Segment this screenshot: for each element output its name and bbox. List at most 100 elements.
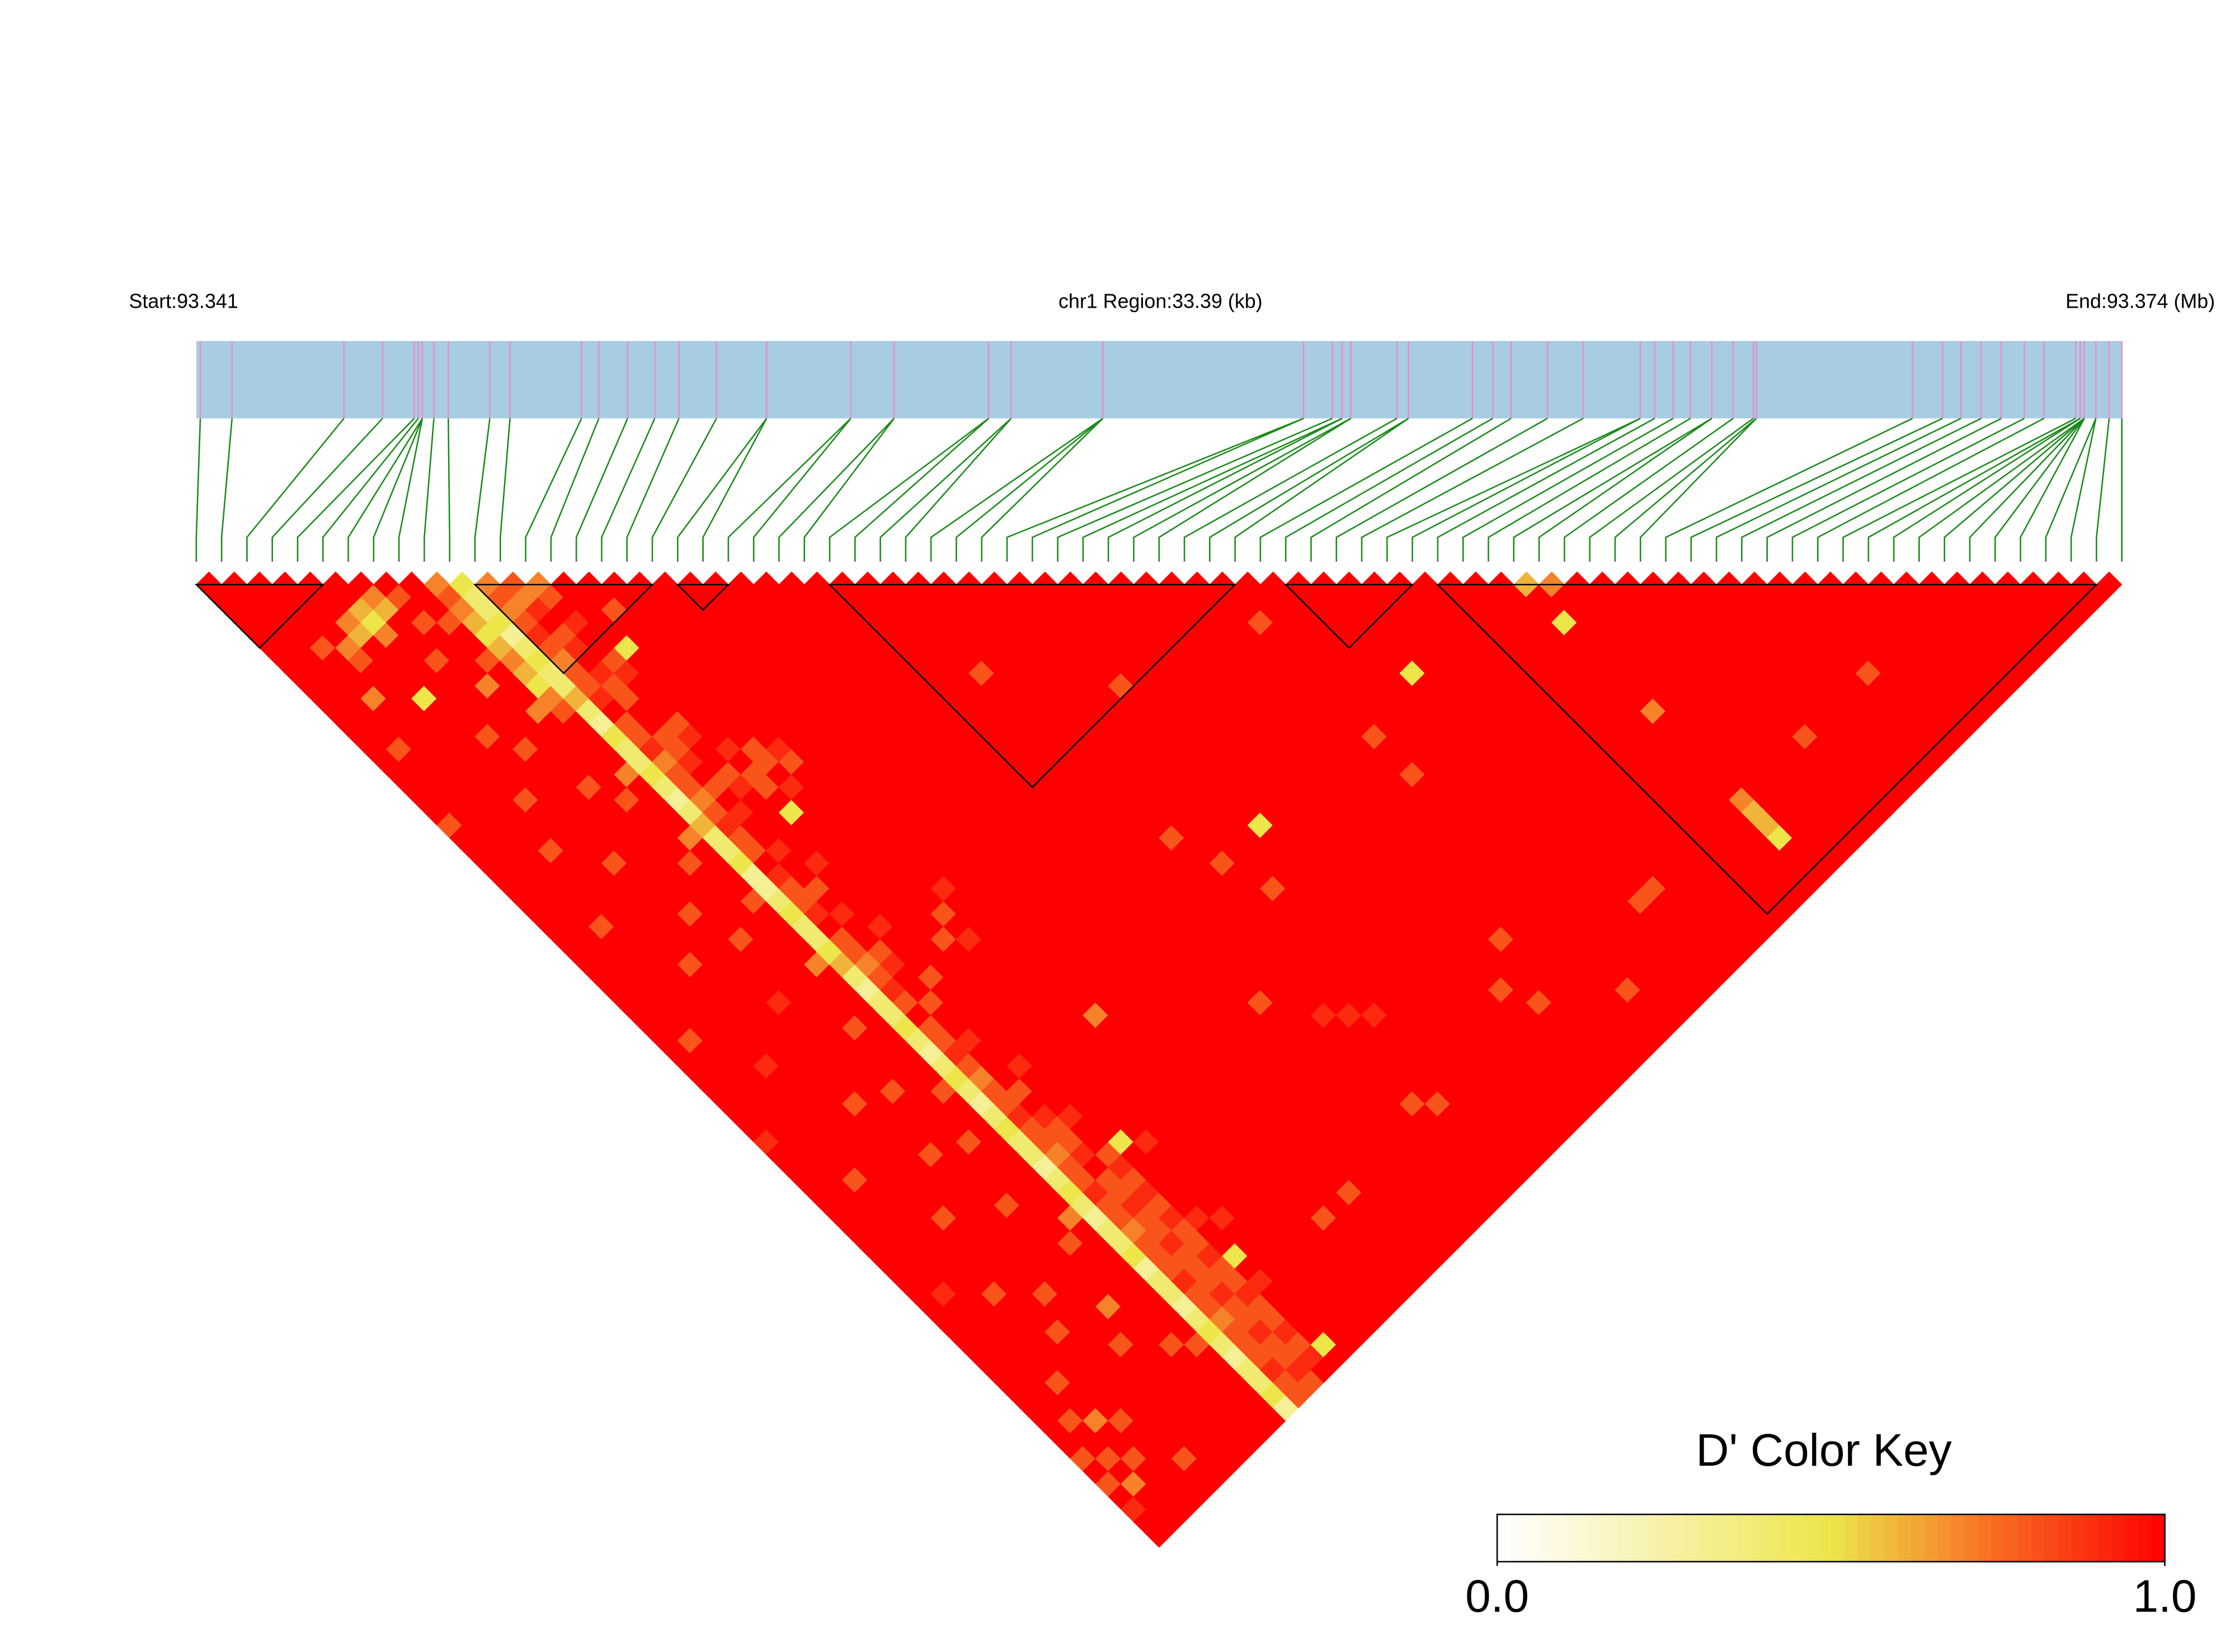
key-swatch: [1937, 1514, 1952, 1562]
snp-connector: [1488, 417, 1691, 562]
ld-block: [1284, 583, 1414, 649]
key-swatch: [1831, 1514, 1845, 1562]
snp-connector: [1335, 417, 1548, 562]
key-swatch: [2017, 1514, 2032, 1562]
snp-connector: [1082, 417, 1343, 562]
snp-connector: [2045, 418, 2097, 562]
key-swatch: [1764, 1514, 1778, 1562]
key-swatch: [2071, 1514, 2086, 1562]
snp-connector: [677, 418, 768, 562]
key-swatch: [1844, 1514, 1858, 1562]
snp-connector: [702, 418, 768, 562]
key-swatch: [1523, 1514, 1538, 1562]
snp-connector: [1994, 418, 2085, 562]
snp-connector: [727, 418, 851, 562]
snp-connector: [651, 418, 717, 562]
key-swatch: [1737, 1514, 1752, 1562]
snp-connector: [271, 418, 383, 562]
snp-connector: [1032, 417, 1304, 562]
ld-block: [676, 583, 730, 611]
key-swatch: [1537, 1514, 1551, 1562]
key-swatch: [1564, 1514, 1578, 1562]
snp-connector: [1564, 417, 1734, 562]
snp-connector: [1006, 417, 1304, 562]
snp-connector: [1741, 417, 1982, 562]
snp-connector: [1817, 417, 2045, 562]
snp-connector: [626, 418, 680, 562]
ld-block: [194, 583, 325, 649]
key-swatch: [1857, 1514, 1872, 1562]
snp-connector: [1614, 417, 1757, 562]
key-swatch: [1751, 1514, 1765, 1562]
snp-connector: [1057, 417, 1333, 562]
key-swatch: [2151, 1514, 2166, 1562]
ld-cells: [196, 571, 2123, 1548]
key-swatch: [1884, 1514, 1899, 1562]
ld-block: [1436, 583, 2098, 915]
key-swatch: [2098, 1514, 2112, 1562]
snp-connector: [1918, 417, 2085, 562]
key-swatch: [1511, 1514, 1525, 1562]
snp-connector: [1893, 417, 2081, 562]
snp-connector: [500, 418, 511, 562]
snp-connector: [575, 418, 629, 562]
key-swatch: [1991, 1514, 2006, 1562]
key-swatch: [2124, 1514, 2139, 1562]
key-swatch: [1591, 1514, 1605, 1562]
key-swatch: [1617, 1514, 1632, 1562]
header: Start:93.341 chr1 Region:33.39 (kb) End:…: [129, 290, 2215, 313]
snp-connector: [1284, 417, 1493, 562]
key-swatch: [1978, 1514, 1992, 1562]
key-swatch: [1777, 1514, 1792, 1562]
snp-connector: [1538, 417, 1712, 562]
snp-connector: [1310, 417, 1512, 562]
snp-connector: [1411, 417, 1641, 562]
key-swatch: [2058, 1514, 2072, 1562]
key-swatch: [1724, 1514, 1739, 1562]
key-swatch: [1684, 1514, 1698, 1562]
snp-connector: [1944, 417, 2085, 562]
snp-connector: [601, 418, 656, 562]
key-swatch: [1497, 1514, 1512, 1562]
ld-block: [827, 583, 1237, 789]
key-swatch: [2138, 1514, 2152, 1562]
key-swatch: [1671, 1514, 1685, 1562]
key-swatch: [1924, 1514, 1939, 1562]
key-swatch: [1604, 1514, 1618, 1562]
key-swatch: [1817, 1514, 1832, 1562]
key-swatch: [2044, 1514, 2059, 1562]
key-swatch: [1898, 1514, 1912, 1562]
snp-connector: [1589, 417, 1754, 562]
snp-connector: [1969, 418, 2085, 562]
key-swatch: [2085, 1514, 2099, 1562]
ld-block: [473, 583, 655, 675]
snp-connector: [195, 418, 201, 562]
snp-connector: [297, 418, 415, 562]
snp-connector: [1386, 417, 1641, 562]
key-swatch: [1964, 1514, 1979, 1562]
key-swatch: [1644, 1514, 1658, 1562]
key-swatch: [1550, 1514, 1565, 1562]
snp-connector: [752, 418, 851, 562]
snp-connector: [854, 417, 990, 562]
snp-connector: [1133, 417, 1352, 562]
snp-connector: [778, 418, 895, 562]
snp-connector: [1766, 417, 2002, 562]
region-bar: [196, 341, 2122, 418]
snp-connector: [1462, 417, 1674, 562]
snp-connector: [1513, 417, 1712, 562]
snp-connector: [1158, 417, 1352, 562]
key-swatch: [1791, 1514, 1805, 1562]
snp-connector: [803, 418, 895, 562]
region-label: chr1 Region:33.39 (kb): [1058, 290, 1263, 313]
snp-connector: [956, 417, 1104, 562]
snp-connector: [1259, 417, 1473, 562]
key-swatch: [1951, 1514, 1965, 1562]
key-swatch: [1577, 1514, 1592, 1562]
snp-connector: [1107, 417, 1343, 562]
snp-connector: [1715, 417, 1961, 562]
snp-connector: [1867, 417, 2081, 562]
key-title: D' Color Key: [1696, 1425, 1951, 1476]
key-swatch: [1804, 1514, 1819, 1562]
